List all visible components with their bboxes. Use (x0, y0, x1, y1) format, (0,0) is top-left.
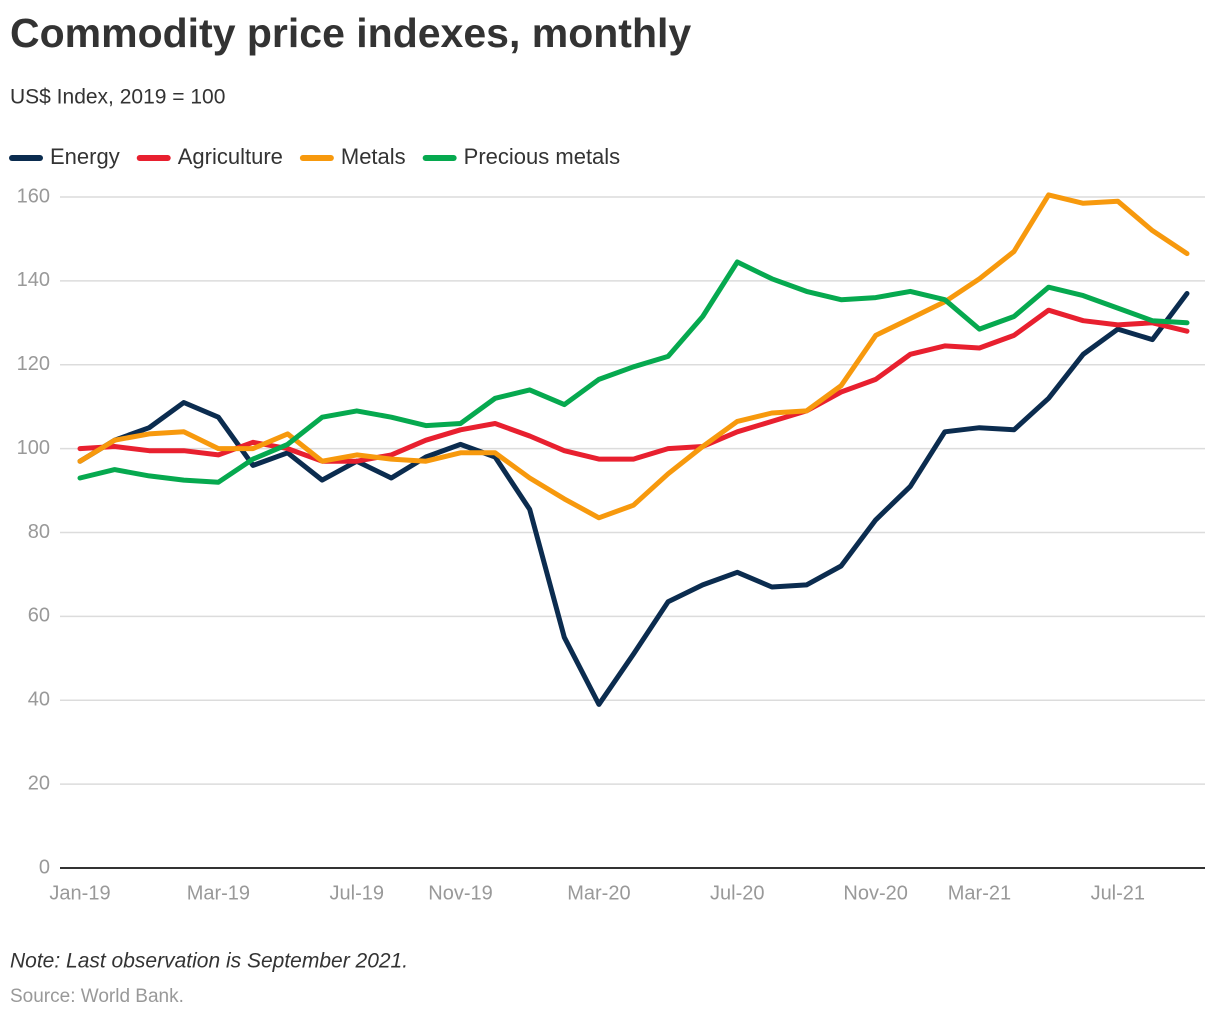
legend-label: Precious metals (464, 144, 621, 169)
y-tick-label: 80 (28, 521, 50, 543)
legend-label: Metals (341, 144, 406, 169)
x-tick-label: Nov-19 (428, 882, 492, 904)
x-tick-label: Jul-21 (1091, 882, 1145, 904)
y-tick-label: 140 (17, 269, 50, 291)
legend-label: Energy (50, 144, 120, 169)
y-tick-label: 20 (28, 772, 50, 794)
y-tick-label: 0 (39, 856, 50, 878)
y-tick-label: 60 (28, 605, 50, 627)
x-tick-label: Jan-19 (49, 882, 110, 904)
series-line (77, 259, 1190, 485)
chart-subtitle: US$ Index, 2019 = 100 (10, 86, 225, 109)
series-line (77, 192, 1190, 521)
x-tick-label: Mar-19 (187, 882, 250, 904)
y-tick-label: 120 (17, 353, 50, 375)
chart-title: Commodity price indexes, monthly (10, 10, 691, 56)
chart-note: Note: Last observation is September 2021… (10, 950, 408, 973)
y-tick-label: 40 (28, 689, 50, 711)
legend-label: Agriculture (178, 144, 283, 169)
x-tick-label: Mar-20 (567, 882, 630, 904)
x-tick-label: Jul-19 (330, 882, 384, 904)
x-tick-label: Jul-20 (710, 882, 764, 904)
y-tick-label: 100 (17, 437, 50, 459)
x-tick-label: Mar-21 (948, 882, 1011, 904)
x-tick-label: Nov-20 (843, 882, 907, 904)
series-line (77, 307, 1190, 464)
series-line (77, 291, 1190, 707)
y-tick-label: 160 (17, 185, 50, 207)
chart-source: Source: World Bank. (10, 986, 184, 1007)
